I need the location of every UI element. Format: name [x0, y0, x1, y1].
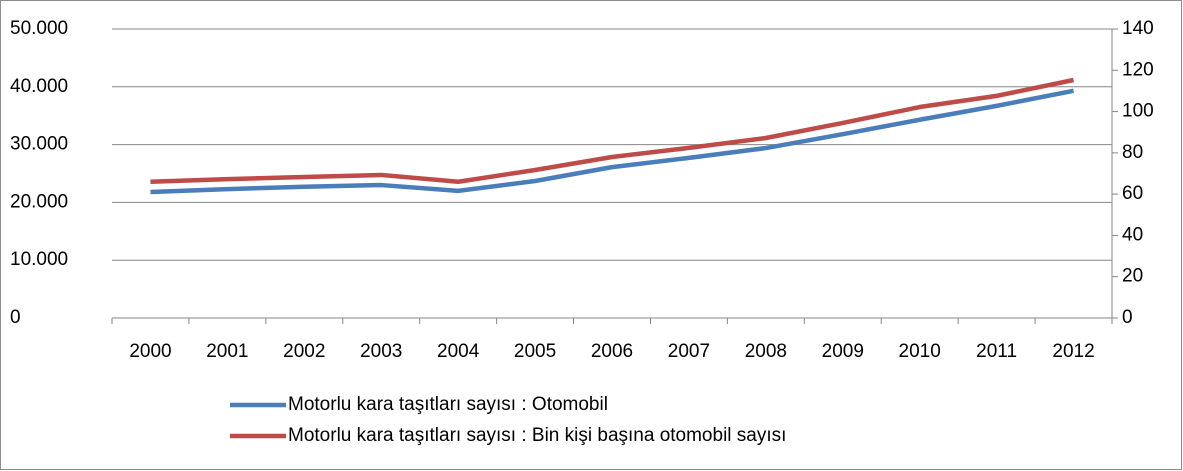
- y2-tick-label: 0: [1122, 307, 1133, 328]
- x-tick-label: 2000: [129, 341, 171, 362]
- series-line: [150, 77, 1074, 185]
- y-tick-label: 0: [10, 307, 21, 328]
- y-tick-label: 30.000: [10, 134, 68, 155]
- x-tick-label: 2001: [206, 341, 248, 362]
- y2-tick-label: 80: [1122, 142, 1143, 163]
- x-tick-label: 2007: [668, 341, 710, 362]
- y2-tick-label: 120: [1122, 59, 1154, 80]
- y2-tick-label: 60: [1122, 183, 1143, 204]
- y-tick-label: 40.000: [10, 76, 68, 97]
- legend-label: Motorlu kara taşıtları sayısı : Otomobil: [288, 394, 608, 415]
- legend-label: Motorlu kara taşıtları sayısı : Bin kişi…: [288, 425, 786, 446]
- x-tick-label: 2010: [899, 341, 941, 362]
- series-line: [150, 88, 1074, 195]
- y2-tick-label: 140: [1122, 18, 1154, 39]
- y-tick-label: 50.000: [10, 18, 68, 39]
- x-tick-label: 2009: [822, 341, 864, 362]
- y2-tick-label: 100: [1122, 101, 1154, 122]
- x-tick-label: 2011: [976, 341, 1017, 362]
- x-tick-label: 2003: [360, 341, 402, 362]
- y-tick-label: 20.000: [10, 191, 68, 212]
- x-tick-label: 2002: [283, 341, 325, 362]
- x-tick-label: 2005: [514, 341, 556, 362]
- x-tick-label: 2008: [745, 341, 787, 362]
- y2-tick-label: 20: [1122, 266, 1143, 287]
- x-tick-label: 2004: [437, 341, 480, 362]
- y-tick-label: 10.000: [10, 249, 68, 270]
- x-tick-label: 2012: [1052, 341, 1094, 362]
- y2-tick-label: 40: [1122, 224, 1143, 245]
- x-tick-label: 2006: [591, 341, 633, 362]
